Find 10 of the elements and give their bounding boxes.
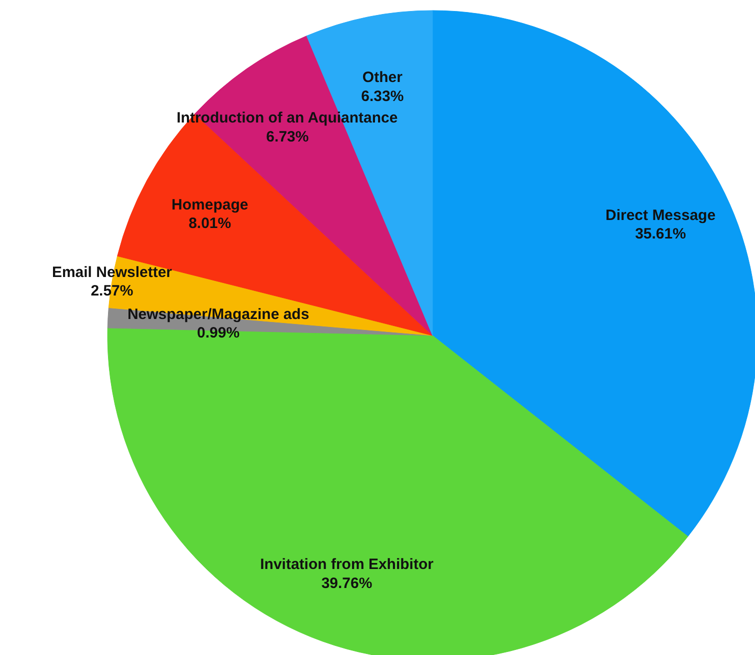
data-label: 6.33%	[361, 88, 404, 105]
slice-label: Other	[362, 69, 403, 86]
data-label: 6.73%	[266, 128, 309, 146]
data-label: 0.99%	[197, 324, 240, 342]
slice-label: Homepage	[172, 196, 248, 214]
data-label: 8.01%	[188, 215, 232, 232]
slice-label: Direct Message	[606, 206, 716, 224]
slice-label: Invitation from Exhibitor	[260, 556, 434, 574]
data-label: 35.61%	[635, 226, 686, 243]
data-label: 39.76%	[321, 574, 372, 592]
